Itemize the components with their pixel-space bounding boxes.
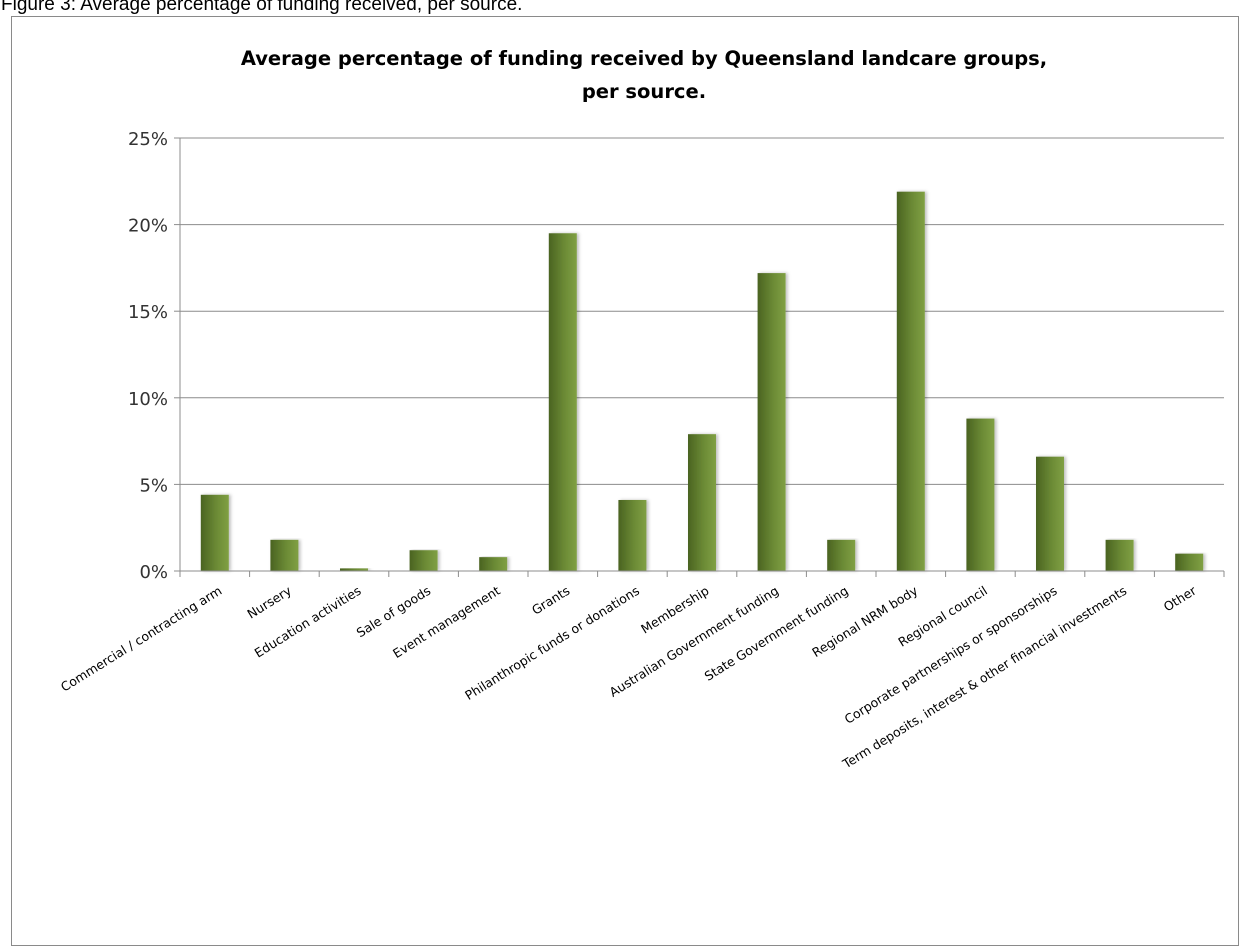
bar (618, 499, 647, 571)
chart-title-line: per source. (582, 80, 706, 103)
bar (896, 191, 925, 571)
bar (1105, 539, 1134, 571)
figure-caption: Figure 3: Average percentage of funding … (1, 0, 523, 15)
bar (340, 568, 368, 571)
chart-title-line: Average percentage of funding received b… (241, 47, 1047, 70)
bar (548, 233, 577, 571)
y-tick-label: 15% (128, 302, 168, 323)
axes (174, 138, 1225, 577)
bar (479, 557, 508, 571)
y-tick-label: 20% (128, 216, 168, 237)
bar (757, 273, 786, 571)
bar (200, 494, 229, 571)
bar (1175, 553, 1204, 571)
bar (1036, 456, 1064, 571)
bar (688, 434, 716, 571)
x-tick-label: Nursery (244, 583, 294, 622)
y-tick-label: 5% (139, 475, 168, 496)
gridlines (180, 137, 1224, 485)
bar-chart: Average percentage of funding received b… (58, 47, 1225, 772)
x-tick-label: Other (1161, 582, 1200, 614)
chart-title: Average percentage of funding received b… (241, 47, 1047, 103)
bar (409, 550, 438, 571)
chart-frame: Average percentage of funding received b… (11, 16, 1239, 946)
bar (270, 539, 299, 571)
y-tick-label: 25% (128, 129, 168, 150)
x-axis-labels: Commercial / contracting arm NurseryEduca… (58, 582, 1200, 771)
y-tick-label: 0% (139, 562, 168, 583)
bar (966, 418, 995, 571)
bar (827, 539, 856, 571)
y-tick-label: 10% (128, 389, 168, 410)
x-tick-label: Grants (529, 583, 572, 618)
bars (200, 191, 1204, 571)
x-tick-label: Commercial / contracting arm (58, 583, 224, 695)
y-axis-ticks: 0% 5% 10% 15% 20% 25% (128, 129, 180, 583)
